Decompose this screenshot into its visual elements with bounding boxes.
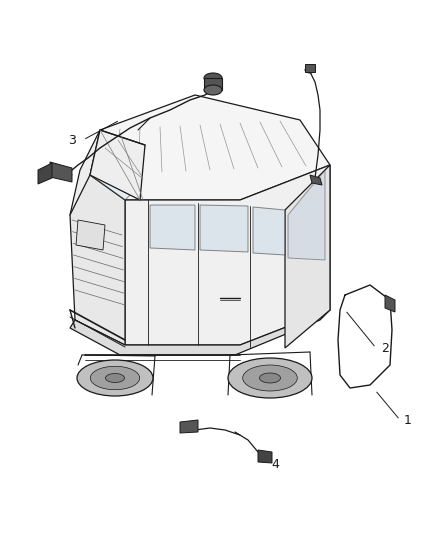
Polygon shape [285, 165, 330, 348]
Text: 3: 3 [68, 133, 76, 147]
Ellipse shape [243, 365, 297, 391]
Polygon shape [38, 163, 52, 184]
Polygon shape [76, 220, 105, 250]
Ellipse shape [106, 374, 124, 383]
Ellipse shape [90, 366, 140, 390]
Bar [204, 78, 222, 90]
Polygon shape [70, 175, 125, 345]
Ellipse shape [228, 358, 312, 398]
Polygon shape [258, 450, 272, 463]
Ellipse shape [77, 360, 153, 396]
Text: 2: 2 [381, 342, 389, 354]
Polygon shape [253, 207, 285, 255]
Polygon shape [310, 175, 322, 185]
Polygon shape [70, 130, 100, 225]
Text: 4: 4 [271, 458, 279, 472]
Polygon shape [180, 420, 198, 433]
Polygon shape [90, 130, 145, 200]
Ellipse shape [204, 73, 222, 83]
Ellipse shape [204, 85, 222, 95]
Polygon shape [50, 162, 72, 182]
Polygon shape [70, 310, 330, 355]
Polygon shape [125, 165, 330, 345]
Polygon shape [150, 205, 195, 250]
Ellipse shape [305, 67, 315, 73]
Polygon shape [385, 295, 395, 312]
Bar [305, 64, 315, 72]
Polygon shape [288, 170, 325, 260]
Polygon shape [90, 130, 145, 200]
Polygon shape [90, 95, 330, 200]
Text: 1: 1 [404, 414, 412, 426]
Ellipse shape [259, 373, 280, 383]
Polygon shape [200, 205, 248, 252]
